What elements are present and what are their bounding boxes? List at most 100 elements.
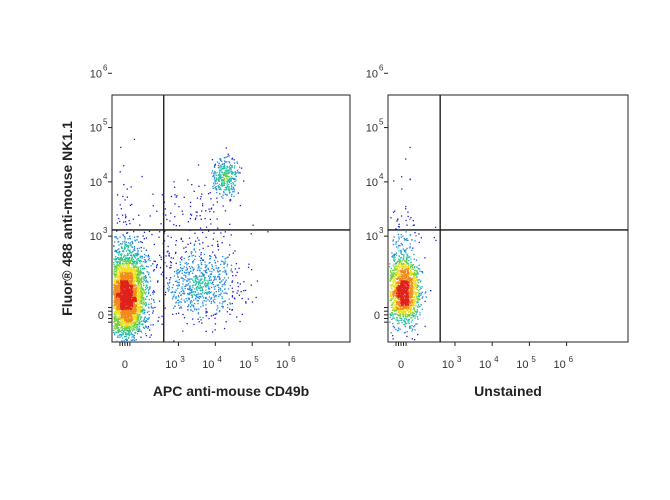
event-dot [169, 267, 171, 269]
event-dot [131, 310, 133, 313]
event-dot [200, 218, 202, 220]
event-dot [230, 167, 232, 169]
x-tick-exponent: 5 [254, 355, 259, 364]
event-dot [406, 224, 408, 226]
event-dot [214, 295, 216, 297]
event-dot [131, 277, 134, 279]
event-dot [216, 305, 219, 307]
event-dot [404, 239, 406, 241]
event-dot [143, 309, 145, 311]
event-dot [121, 303, 123, 305]
event-dot [397, 329, 400, 331]
event-dot [120, 258, 122, 260]
event-dot [210, 255, 212, 258]
event-dot [114, 286, 116, 288]
event-dot [202, 247, 204, 250]
event-dot [238, 172, 240, 174]
event-dot [116, 340, 118, 342]
event-dot [134, 262, 136, 265]
event-dot [125, 294, 127, 296]
event-dot [405, 252, 407, 254]
event-dot [122, 312, 124, 314]
event-dot [216, 182, 218, 184]
event-dot [116, 258, 118, 260]
event-dot [137, 300, 140, 302]
event-dot [146, 317, 148, 320]
event-dot [221, 297, 223, 300]
event-dot [169, 220, 171, 222]
event-dot [138, 294, 141, 296]
event-dot [215, 257, 217, 259]
event-dot [127, 246, 130, 248]
event-dot [136, 263, 138, 265]
event-dot [223, 163, 226, 165]
event-dot [213, 292, 215, 294]
event-dot [176, 274, 179, 276]
event-dot [137, 324, 139, 326]
event-dot [418, 306, 421, 308]
event-dot [192, 318, 194, 320]
event-dot [125, 308, 128, 311]
event-dot [131, 275, 133, 277]
event-dot [118, 248, 120, 250]
event-dot [124, 238, 126, 240]
event-dot [205, 300, 207, 302]
event-dot [116, 310, 119, 312]
event-dot [132, 218, 134, 220]
event-dot [234, 165, 236, 167]
event-dot [119, 171, 121, 173]
event-dot [413, 326, 415, 328]
event-dot [209, 255, 211, 257]
event-dot [133, 288, 135, 290]
event-dot [174, 291, 176, 293]
event-dot [216, 309, 218, 311]
event-dot [122, 289, 124, 291]
event-dot [131, 333, 133, 335]
event-dot [126, 280, 128, 282]
event-dot [220, 185, 222, 187]
event-dot [391, 275, 393, 278]
event-dot [139, 298, 141, 300]
event-dot [188, 289, 190, 291]
event-dot [136, 301, 138, 303]
event-dot [117, 283, 119, 286]
event-dot [198, 282, 200, 284]
event-dot [398, 244, 400, 247]
event-dot [401, 322, 403, 324]
event-dot [120, 321, 122, 323]
event-dot [218, 278, 221, 280]
event-dot [161, 315, 163, 317]
event-dot [129, 318, 132, 320]
event-dot [214, 181, 216, 183]
event-dot [189, 301, 191, 303]
event-dot [143, 319, 145, 322]
event-dot [133, 291, 135, 293]
event-dot [412, 264, 414, 267]
event-dot [133, 280, 135, 282]
event-dot [188, 287, 191, 289]
event-dot [122, 317, 124, 319]
event-dot [205, 315, 207, 317]
event-dot [141, 323, 143, 325]
event-dot [194, 291, 196, 293]
event-dot [133, 303, 136, 305]
event-dot [132, 338, 134, 341]
event-dot [185, 298, 187, 300]
event-dot [181, 286, 183, 288]
event-dot [114, 295, 116, 297]
event-dot [185, 246, 187, 248]
event-dot [416, 309, 418, 311]
event-dot [202, 205, 204, 207]
event-dot [120, 286, 122, 289]
event-dot [234, 174, 236, 176]
event-dot [231, 166, 233, 168]
event-dot [175, 297, 177, 299]
event-dot [419, 281, 421, 283]
event-dot [129, 256, 131, 259]
event-dot [118, 252, 120, 254]
event-dot [230, 183, 232, 185]
event-dot [405, 208, 407, 210]
event-dot [180, 294, 182, 296]
event-dot [145, 325, 147, 327]
event-dot [187, 278, 189, 280]
